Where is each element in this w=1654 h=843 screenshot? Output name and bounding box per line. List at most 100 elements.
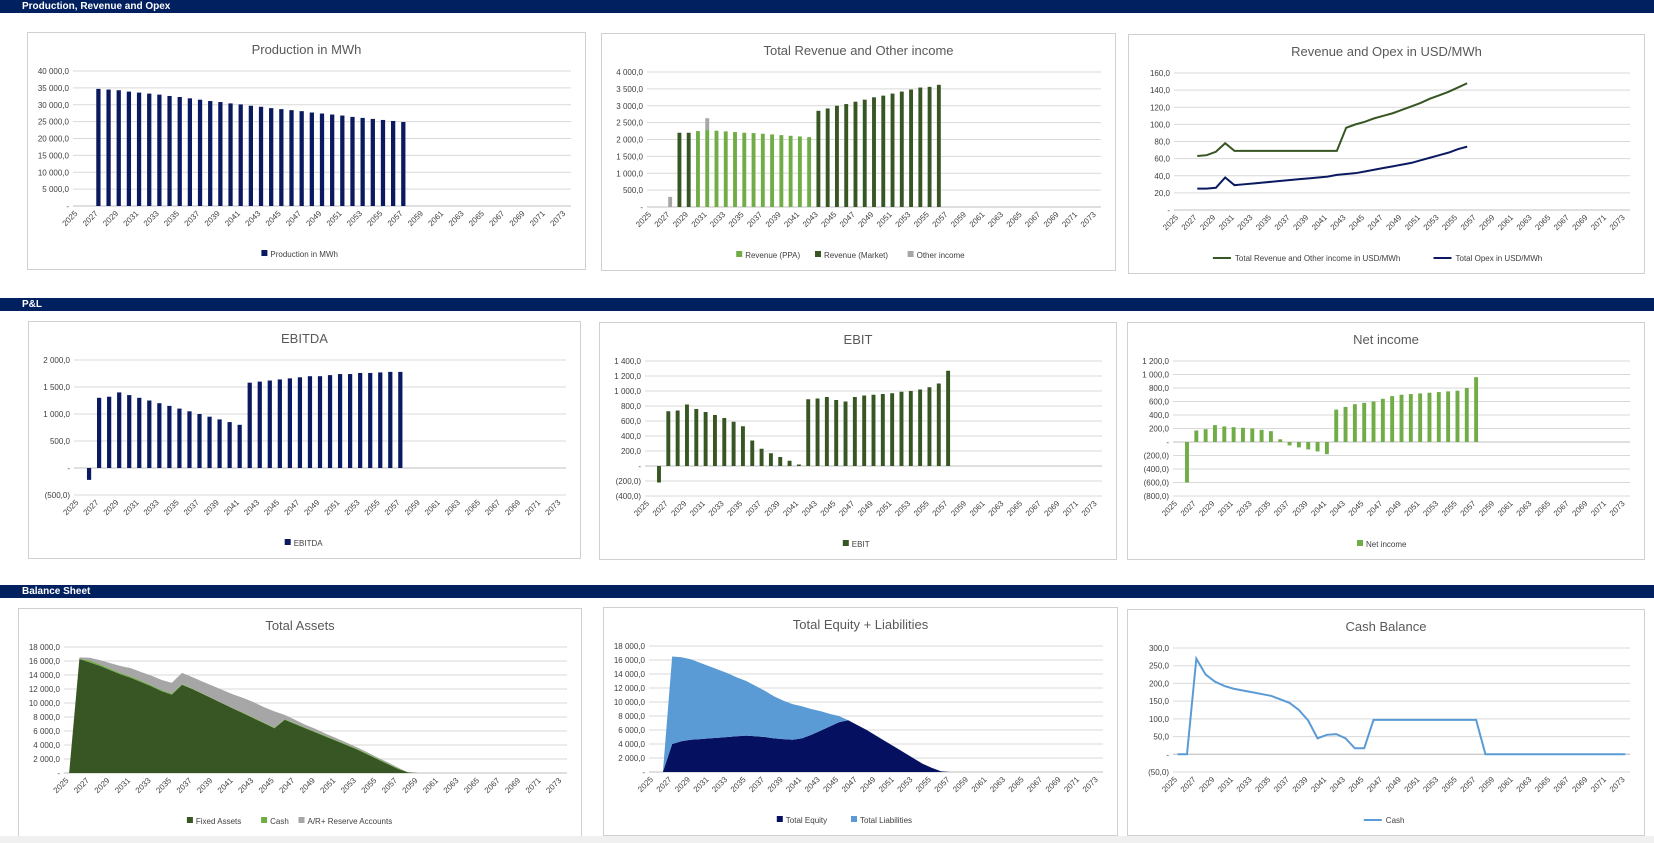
legend-label: Production in MWh <box>270 250 338 259</box>
x-tick-label: 2051 <box>877 775 896 794</box>
x-tick-label: 2057 <box>1459 499 1478 518</box>
chart-panel-production[interactable]: Production in MWh 40 000,0 35 000,0 30 000,… <box>27 32 586 270</box>
chart-svg-ebit: EBIT 1 400,0 1 200,0 1 000,0 800,0 600,0 400,0… <box>614 332 1102 549</box>
chart-panel-cash-balance[interactable]: Cash Balance 300,0 250,0 200,0 150,0 100,0 50,… <box>1127 609 1645 836</box>
bar-ebit <box>759 448 764 466</box>
x-tick-label: 2057 <box>1459 775 1478 794</box>
legend-label: Revenue (Market) <box>824 251 888 260</box>
x-tick-label: 2061 <box>970 775 989 794</box>
bar-net-income <box>1296 442 1301 448</box>
chart-panel-net-income[interactable]: Net income 1 200,0 1 000,0 800,0 600,0 400,0 2… <box>1127 322 1645 560</box>
x-tick-label: 2041 <box>223 209 242 228</box>
x-tick-label: 2063 <box>1515 213 1534 232</box>
bar-revenue-ppa <box>723 131 728 207</box>
legend-label: Net income <box>1366 540 1407 549</box>
bar-revenue-market <box>844 104 849 207</box>
bar-ebitda <box>147 400 152 468</box>
x-tick-label: 2049 <box>1384 775 1403 794</box>
y-tick-label: (200,0) <box>1144 452 1170 461</box>
bar-ebitda <box>337 374 343 468</box>
x-tick-label: 2039 <box>1291 775 1310 794</box>
legend-swatch <box>736 251 743 257</box>
x-tick-label: 2039 <box>1291 213 1310 232</box>
bar-production-in-mwh <box>289 110 294 206</box>
y-tick-label: 14 000,0 <box>29 671 61 680</box>
x-tick-label: 2063 <box>442 776 461 795</box>
x-tick-label: 2059 <box>951 775 970 794</box>
x-tick-label: 2065 <box>1533 213 1552 232</box>
bar-ebitda <box>247 382 252 468</box>
bar-ebitda <box>127 395 132 468</box>
x-tick-label: 2063 <box>1515 499 1534 518</box>
bar-ebitda <box>167 405 172 468</box>
bar-revenue-ppa <box>696 131 700 207</box>
x-tick-label: 2035 <box>725 499 744 518</box>
x-tick-label: 2073 <box>1608 775 1627 794</box>
x-tick-label: 2065 <box>462 776 481 795</box>
x-tick-label: 2039 <box>202 498 221 517</box>
bar-ebitda <box>297 377 303 468</box>
bar-revenue-ppa <box>742 132 747 207</box>
bar-revenue-market <box>677 132 682 207</box>
x-tick-label: 2037 <box>745 210 764 229</box>
x-tick-label: 2027 <box>82 498 101 517</box>
x-tick-label: 2025 <box>1160 775 1179 794</box>
y-tick-label: 20 000,0 <box>38 135 70 144</box>
bar-revenue-ppa <box>779 135 784 207</box>
chart-svg-net_income: Net income 1 200,0 1 000,0 800,0 600,0 400,0 2… <box>1142 332 1630 549</box>
x-tick-label: 2071 <box>1589 213 1608 232</box>
x-tick-label: 2053 <box>339 776 358 795</box>
y-tick-label: (400,0) <box>1144 465 1170 474</box>
legend-swatch <box>186 817 193 823</box>
x-tick-label: 2061 <box>426 209 445 228</box>
chart-panel-total-assets[interactable]: Total Assets 18 000,0 16 000,0 14 000,0 12 0… <box>18 608 582 837</box>
chart-panel-ebitda[interactable]: EBITDA 2 000,0 1 500,0 1 000,0 500,0 - (500,0)… <box>28 321 581 559</box>
chart-panel-ebit[interactable]: EBIT 1 400,0 1 200,0 1 000,0 800,0 600,0 400,0… <box>599 322 1117 560</box>
x-tick-label: 2041 <box>782 210 801 229</box>
chart-svg-production: Production in MWh 40 000,0 35 000,0 30 000,… <box>38 42 571 259</box>
legend-label: Total Equity <box>786 816 827 825</box>
x-tick-label: 2043 <box>801 210 820 229</box>
chart-panel-revenue[interactable]: Total Revenue and Other income 4 000,0 3 5… <box>601 33 1116 271</box>
bar-ebitda <box>388 371 393 468</box>
legend-label: EBITDA <box>294 539 324 548</box>
x-tick-label: 2045 <box>819 499 838 518</box>
bar-ebitda <box>217 419 222 468</box>
x-tick-label: 2047 <box>284 209 303 228</box>
x-tick-label: 2059 <box>401 776 420 795</box>
y-tick-label: 12 000,0 <box>29 685 61 694</box>
chart-panel-equity-liabilities[interactable]: Total Equity + Liabilities 18 000,0 16 000… <box>603 607 1118 836</box>
bar-ebitda <box>177 408 182 468</box>
bar-net-income <box>1380 398 1385 442</box>
chart-svg-total_assets: Total Assets 18 000,0 16 000,0 14 000,0 12 0… <box>29 618 567 826</box>
x-tick-label: 2033 <box>134 776 153 795</box>
x-tick-label: 2025 <box>632 499 651 518</box>
x-tick-label: 2049 <box>1384 499 1403 518</box>
bar-production-in-mwh <box>380 119 386 206</box>
bar-ebit <box>722 418 727 466</box>
x-tick-label: 2025 <box>636 775 655 794</box>
bar-production-in-mwh <box>238 104 243 206</box>
area-a-r-reserve-accounts <box>69 657 419 773</box>
y-tick-label: 4 000,0 <box>33 741 60 750</box>
chart-panel-usd-mwh[interactable]: Revenue and Opex in USD/MWh 160,0 140,0 120… <box>1128 34 1645 274</box>
x-tick-label: 2053 <box>345 209 364 228</box>
y-tick-label: 20,0 <box>1154 189 1170 198</box>
y-tick-label: 1 000,0 <box>1142 371 1169 380</box>
bar-ebit <box>787 460 792 466</box>
x-tick-label: 2069 <box>1571 213 1590 232</box>
bar-ebit <box>731 421 736 466</box>
x-tick-label: 2031 <box>1216 499 1235 518</box>
y-tick-label: 100,0 <box>1149 715 1170 724</box>
y-tick-label: 200,0 <box>1149 679 1170 688</box>
x-tick-label: 2067 <box>1025 775 1044 794</box>
x-tick-label: 2037 <box>183 209 202 228</box>
y-tick-label: 400,0 <box>621 432 642 441</box>
x-tick-label: 2069 <box>1570 499 1589 518</box>
bar-ebitda <box>277 379 282 468</box>
x-tick-label: 2035 <box>162 498 181 517</box>
bar-production-in-mwh <box>319 113 325 206</box>
x-tick-label: 2033 <box>1236 213 1255 232</box>
bar-revenue-market <box>816 110 821 207</box>
x-tick-label: 2027 <box>655 775 674 794</box>
